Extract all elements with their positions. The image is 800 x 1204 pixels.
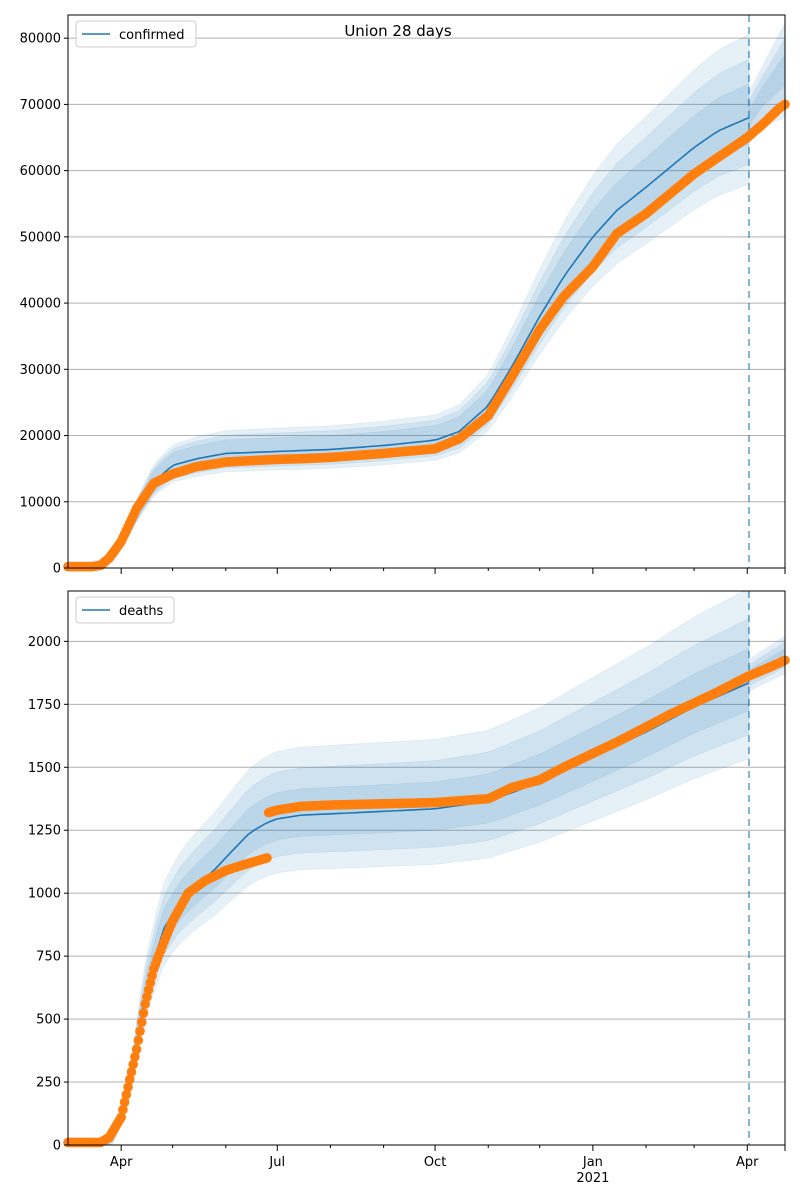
y-tick-label: 40000 (20, 297, 61, 312)
y-tick-label: 30000 (20, 363, 61, 378)
observed-point (128, 1059, 138, 1070)
y-tick-label: 60000 (20, 164, 61, 179)
x-tick-label: Jul (268, 1155, 285, 1170)
observed-point (119, 1097, 130, 1107)
y-tick-label: 70000 (20, 98, 61, 113)
y-tick-label: 1500 (28, 761, 61, 776)
legend-label: deaths (119, 604, 164, 619)
observed-point (124, 1074, 135, 1085)
forecast-band (748, 53, 785, 127)
observed-point (123, 1082, 133, 1092)
y-tick-label: 2000 (28, 635, 61, 650)
observed-point (126, 1067, 137, 1077)
confirmed-panel: 0 10000 20000 30000 40000 50000 60000 70000 8000… (20, 14, 790, 577)
legend-box (75, 20, 197, 48)
y-tick-label: 20000 (20, 429, 61, 444)
y-tick-label: 1750 (28, 698, 61, 713)
deaths-panel: 0 250 500 750 1000 1250 1500 1750 2000 deaths (28, 590, 790, 1154)
confidence-band (67, 618, 750, 1146)
x-tick-label: Apr (736, 1155, 759, 1170)
observed-point (116, 1112, 126, 1123)
observed-point (118, 1104, 128, 1115)
y-tick-label: 500 (36, 1013, 61, 1028)
axes-frame (67, 14, 786, 569)
y-tick-label: 250 (36, 1076, 61, 1091)
observed-point (262, 853, 272, 863)
y-tick-label: 0 (53, 562, 61, 577)
legend: confirmed (75, 20, 197, 48)
y-tick-label: 750 (36, 950, 61, 965)
legend-label: confirmed (119, 28, 185, 43)
observed-point (138, 1008, 149, 1018)
x-tick-sublabel: 2021 (576, 1171, 609, 1186)
observed-point (121, 1089, 132, 1100)
legend-box (75, 596, 175, 624)
y-tick-label: 50000 (20, 230, 61, 245)
forecast-band (748, 37, 785, 136)
y-tick-label: 1000 (28, 887, 61, 902)
y-tick-label: 0 (53, 1139, 61, 1154)
x-tick-label: Jan (582, 1155, 603, 1170)
observed-point (136, 1017, 147, 1027)
y-tick-label: 80000 (20, 32, 61, 47)
observed-point (135, 1026, 145, 1036)
observed-point (131, 1044, 142, 1055)
x-tick-label: Oct (424, 1155, 446, 1170)
figure-title: Union 28 days (344, 22, 452, 40)
confidence-band (67, 590, 750, 1146)
confidence-band (67, 33, 750, 569)
observed-point (130, 1052, 140, 1062)
axes-frame (67, 590, 786, 1146)
model-line (68, 116, 750, 569)
y-tick-label: 1250 (28, 824, 61, 839)
x-tick-label: Apr (110, 1155, 133, 1170)
y-tick-label: 10000 (20, 495, 61, 510)
observed-point (133, 1035, 144, 1046)
confidence-band (67, 648, 750, 1146)
legend: deaths (75, 596, 175, 624)
